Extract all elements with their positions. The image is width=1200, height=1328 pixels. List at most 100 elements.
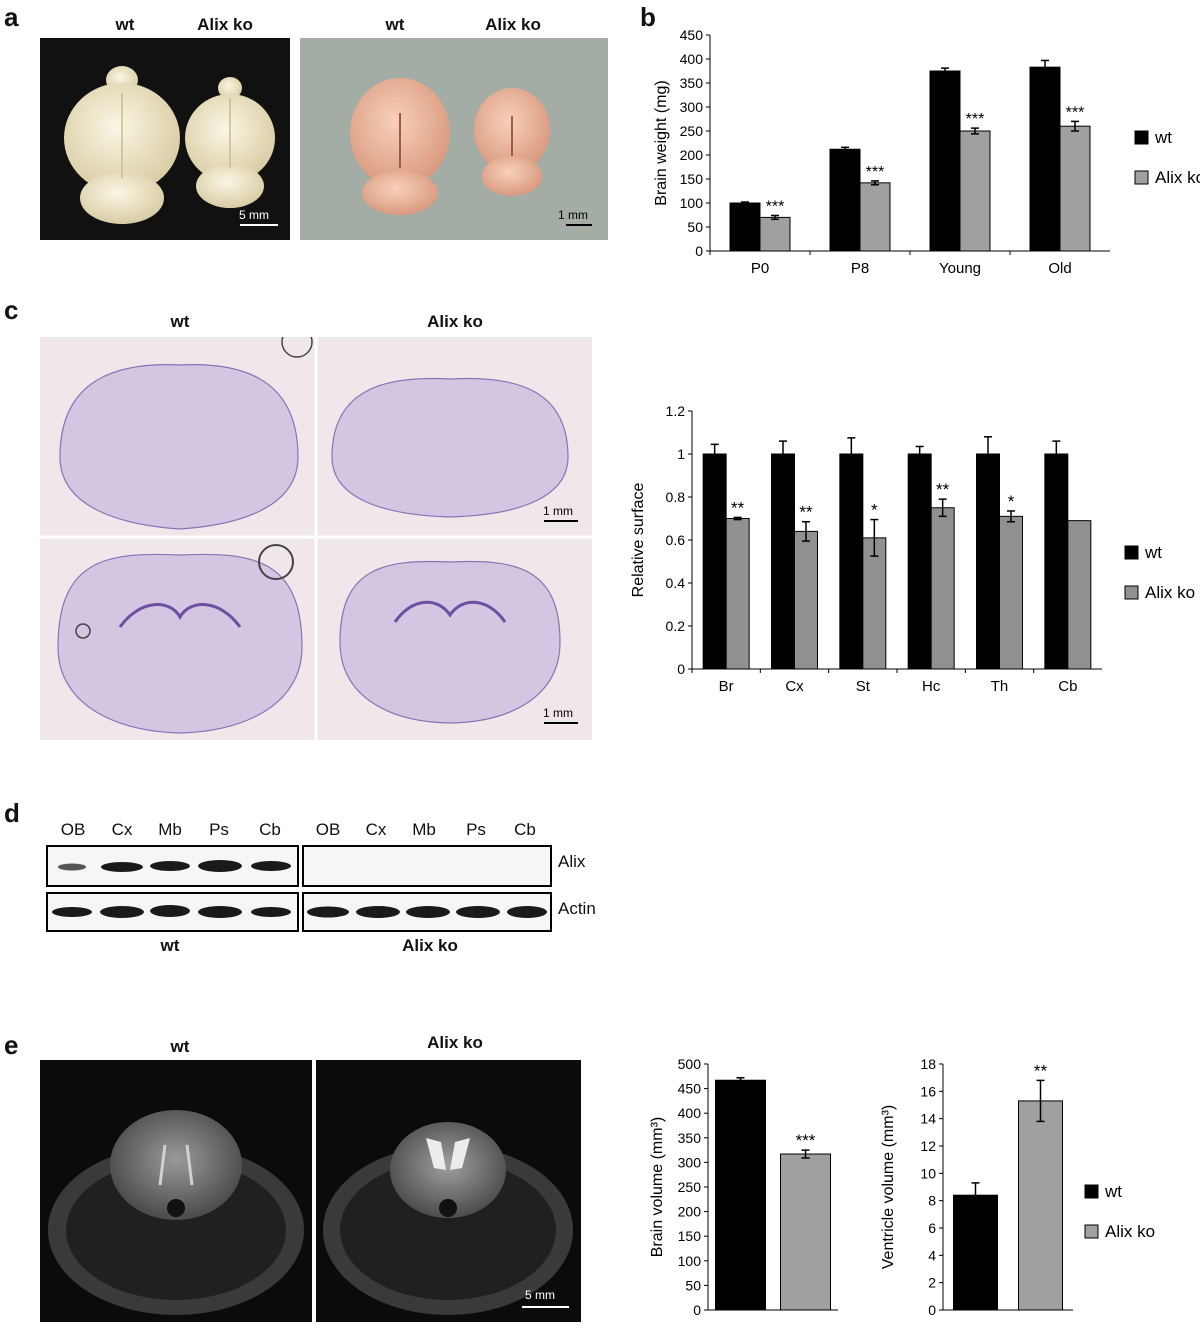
y-tick-label: 0	[928, 1302, 936, 1318]
bar	[1029, 66, 1061, 252]
pink-brain-illustration	[350, 78, 550, 215]
bar	[1067, 520, 1092, 670]
x-tick-label: P8	[851, 260, 869, 277]
blot-group-wt: wt	[160, 936, 180, 955]
y-tick-label: 250	[678, 1179, 702, 1195]
y-tick-label: 350	[680, 75, 704, 91]
bar	[976, 453, 1000, 670]
y-tick-label: 2	[928, 1275, 936, 1291]
scale-bar-label: 1 mm	[543, 706, 573, 720]
panel-e-label: e	[4, 1030, 19, 1060]
scale-bar	[240, 224, 278, 226]
panel-a-right-ko-header: Alix ko	[485, 15, 541, 34]
bar	[1018, 1100, 1063, 1311]
panel-a-right-wt-header: wt	[385, 15, 405, 34]
y-tick-label: 50	[687, 219, 703, 235]
bar	[780, 1153, 831, 1311]
y-axis-label: Relative surface	[630, 483, 647, 598]
significance-marker: ***	[1066, 104, 1085, 121]
bar	[1059, 125, 1091, 252]
coronal-section-illustrations	[40, 326, 592, 740]
y-tick-label: 200	[680, 147, 704, 163]
scale-bar-label: 5 mm	[239, 208, 269, 222]
mri-wt-illustration	[48, 1110, 304, 1315]
bar	[839, 453, 864, 670]
lane-label-ko-ps: Ps	[466, 820, 486, 839]
significance-marker: ***	[766, 198, 785, 215]
scale-bar-label: 5 mm	[525, 1288, 555, 1302]
y-tick-label: 1	[677, 446, 685, 462]
y-tick-label: 14	[920, 1111, 936, 1127]
scale-bar-label: 1 mm	[558, 208, 588, 222]
bar	[862, 537, 887, 670]
legend-label: Alix ko	[1105, 1222, 1155, 1241]
y-tick-label: 12	[920, 1138, 936, 1154]
alix-blot-wt	[46, 845, 299, 887]
legend-swatch	[1124, 545, 1139, 560]
lane-label-wt-cx: Cx	[111, 820, 133, 839]
legend-swatch	[1134, 170, 1149, 185]
lane-label-ko-ob: OB	[315, 820, 341, 839]
x-tick-label: P0	[751, 260, 769, 277]
bar	[715, 1079, 766, 1311]
significance-marker: *	[1008, 492, 1015, 511]
legend-label: wt	[1154, 128, 1172, 147]
mri-ko-illustration	[323, 1122, 573, 1315]
panel-b-label: b	[640, 2, 656, 32]
legend-label: wt	[1144, 543, 1162, 562]
panel-e-wt-header: wt	[170, 1037, 190, 1056]
significance-marker: **	[1034, 1061, 1048, 1080]
y-tick-label: 250	[680, 123, 704, 139]
panel-c-wt-header: wt	[170, 312, 190, 331]
y-tick-label: 1.2	[666, 403, 686, 419]
y-tick-label: 18	[920, 1056, 936, 1072]
lane-label-wt-mb: Mb	[158, 820, 182, 839]
y-tick-label: 400	[680, 51, 704, 67]
actin-blot-wt	[46, 892, 299, 932]
y-tick-label: 100	[680, 195, 704, 211]
y-tick-label: 200	[678, 1204, 702, 1220]
y-tick-label: 0.4	[666, 575, 686, 591]
coronal-sections-grid: 1 mm 1 mm	[40, 326, 592, 740]
lane-label-ko-mb: Mb	[412, 820, 436, 839]
bar	[729, 202, 761, 252]
bar	[771, 453, 795, 670]
bar	[829, 148, 861, 252]
y-tick-label: 350	[678, 1130, 702, 1146]
panel-a-label: a	[4, 2, 19, 32]
y-axis-label: Brain weight (mg)	[653, 80, 670, 205]
x-tick-label: Young	[939, 260, 981, 277]
y-tick-label: 300	[680, 99, 704, 115]
bar	[999, 515, 1023, 670]
y-tick-label: 0.8	[666, 489, 686, 505]
actin-blot-ko	[302, 892, 552, 932]
significance-marker: **	[936, 480, 950, 499]
y-tick-label: 0	[693, 1302, 701, 1318]
panel-d-label: d	[4, 798, 20, 828]
x-tick-label: Old	[1048, 260, 1071, 277]
ventricle-volume-chart: 0 2 4 6 8 10 12 14 16 18 Ventricle volume (mm³) ** w…	[880, 1056, 1155, 1318]
significance-marker: **	[799, 503, 813, 522]
x-tick-label: Hc	[922, 678, 941, 695]
bar	[702, 453, 727, 670]
y-tick-label: 400	[678, 1105, 702, 1121]
brain-volume-chart: 0 50 100 150 200 250 300 350 400 450 500 Brain volu…	[649, 1056, 838, 1318]
significance-marker: ***	[966, 111, 985, 128]
y-tick-label: 0.2	[666, 618, 686, 634]
bar	[759, 216, 791, 252]
bar	[794, 530, 818, 670]
alix-blot-ko	[302, 845, 552, 887]
y-tick-label: 6	[928, 1220, 936, 1236]
panel-c-label: c	[4, 295, 19, 325]
y-tick-label: 0	[677, 661, 685, 677]
y-tick-label: 150	[678, 1228, 702, 1244]
x-tick-label: Br	[719, 678, 734, 695]
y-axis-label: Brain volume (mm³)	[649, 1117, 666, 1257]
significance-marker: *	[871, 501, 878, 520]
lane-label-ko-cb: Cb	[514, 820, 536, 839]
y-tick-label: 8	[928, 1193, 936, 1209]
mri-ko-image: 5 mm	[316, 1060, 581, 1322]
y-axis-label: Ventricle volume (mm³)	[880, 1105, 897, 1269]
y-tick-label: 16	[920, 1083, 936, 1099]
bar	[929, 70, 961, 252]
